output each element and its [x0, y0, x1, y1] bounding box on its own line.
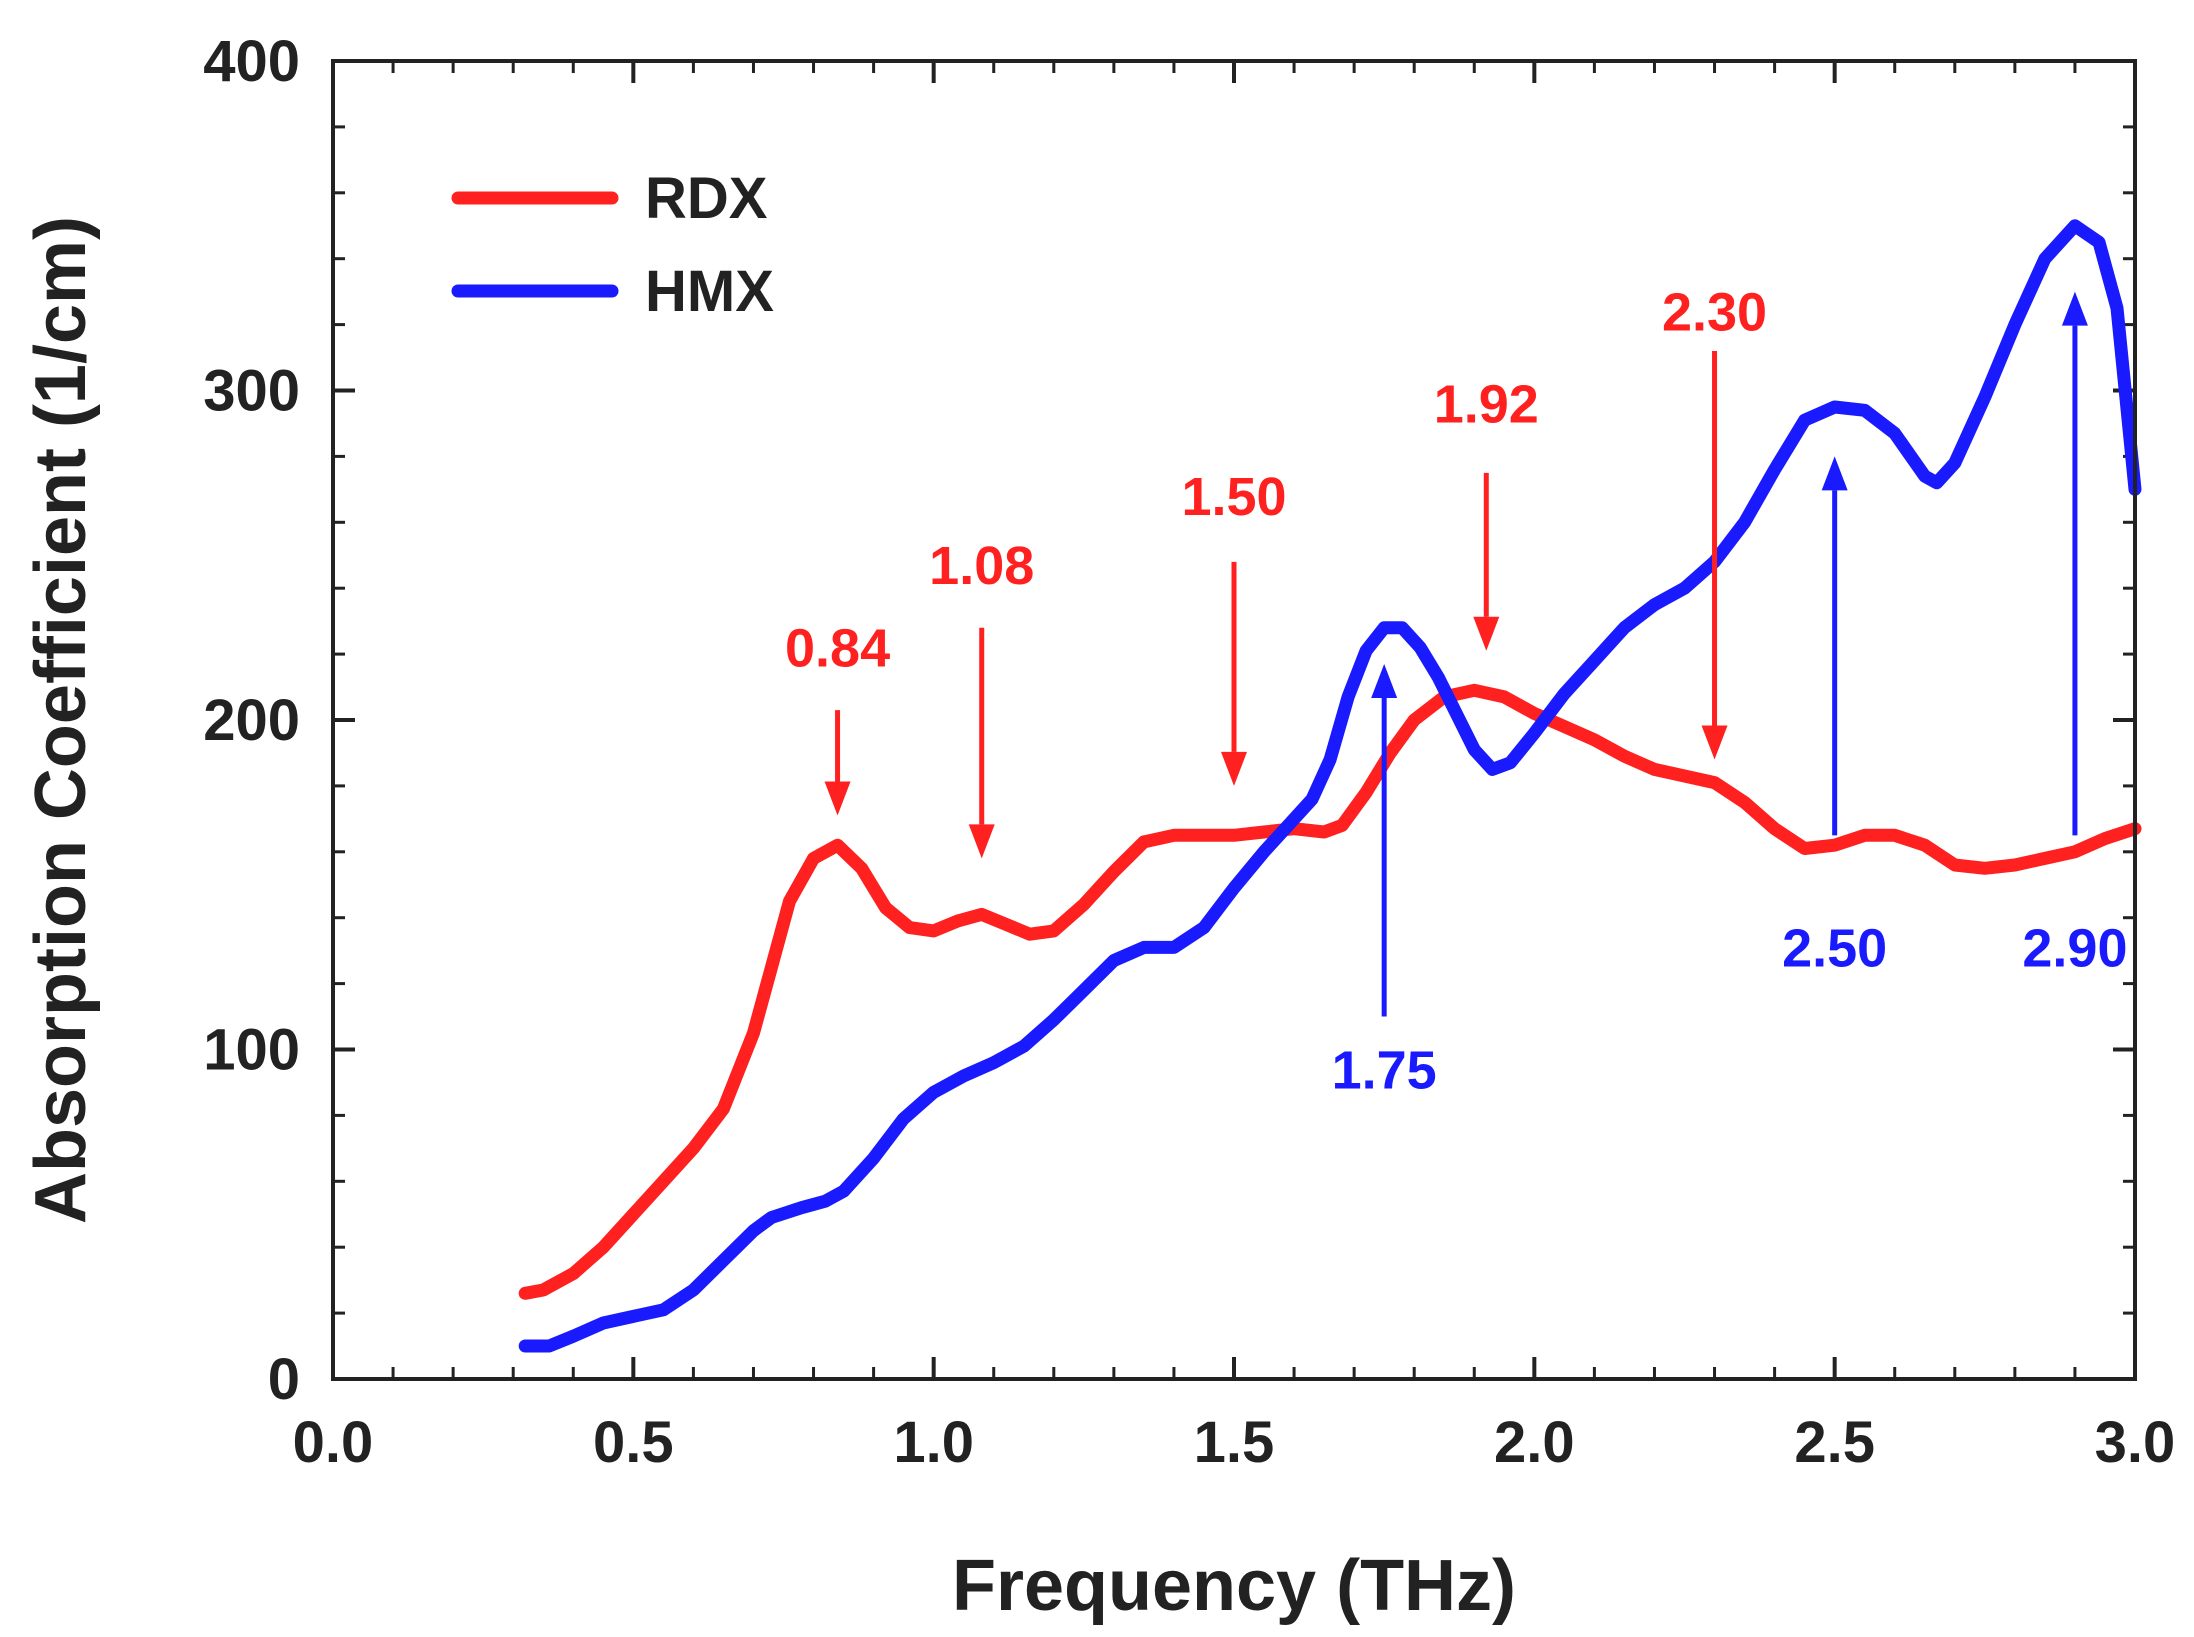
- y-tick-label: 400: [203, 29, 300, 94]
- x-tick-label: 0.5: [593, 1410, 674, 1475]
- x-tick-label: 0.0: [293, 1410, 374, 1475]
- annotation-label-2-50: 2.50: [1782, 918, 1887, 978]
- annotation-label-0-84: 0.84: [785, 619, 890, 679]
- y-tick-label: 200: [203, 688, 300, 753]
- x-tick-label: 2.0: [1494, 1410, 1575, 1475]
- x-axis-title: Frequency (THz): [952, 1546, 1516, 1626]
- x-tick-label: 2.5: [1794, 1410, 1875, 1475]
- annotation-label-2-30: 2.30: [1662, 282, 1767, 342]
- series-layer: [518, 219, 2142, 1353]
- x-tick-label: 1.5: [1194, 1410, 1275, 1475]
- x-tick-label: 3.0: [2095, 1410, 2176, 1475]
- y-tick-labels: 0 100 200 300 400: [203, 29, 300, 1412]
- annotation-layer: 0.84 1.08 1.50 1.92 2.30 1.75 2.50 2.90: [785, 282, 2127, 1100]
- y-tick-label: 0: [268, 1347, 300, 1412]
- legend-label-rdx: RDX: [645, 166, 768, 231]
- plot-frame: [331, 59, 2137, 1381]
- annotation-label-1-92: 1.92: [1434, 375, 1539, 435]
- y-axis-title: Absorption Coefficient (1/cm): [21, 216, 101, 1224]
- annotation-arrowhead: [1473, 616, 1500, 651]
- series-line-hmx: [518, 219, 2142, 1353]
- y-tick-label: 100: [203, 1018, 300, 1083]
- annotation-arrowhead: [1221, 751, 1247, 786]
- annotation-label-1-08: 1.08: [929, 536, 1034, 596]
- annotation-label-2-90: 2.90: [2022, 918, 2127, 978]
- x-tick-label: 1.0: [893, 1410, 974, 1475]
- annotation-arrowhead: [1821, 456, 1848, 491]
- annotation-label-1-75: 1.75: [1332, 1040, 1437, 1100]
- annotation-arrowhead: [1701, 725, 1728, 760]
- legend: RDX HMX: [451, 166, 774, 324]
- y-tick-label: 300: [203, 359, 300, 424]
- annotation-arrowhead: [2061, 291, 2088, 326]
- annotation-arrowhead: [1371, 663, 1398, 698]
- x-tick-labels: 0.0 0.5 1.0 1.5 2.0 2.5 3.0: [293, 1410, 2176, 1475]
- legend-label-hmx: HMX: [645, 259, 774, 324]
- annotation-arrowhead: [968, 824, 995, 859]
- annotation-label-1-50: 1.50: [1181, 467, 1286, 527]
- series-line-rdx: [518, 683, 2142, 1300]
- annotation-arrowhead: [824, 781, 851, 816]
